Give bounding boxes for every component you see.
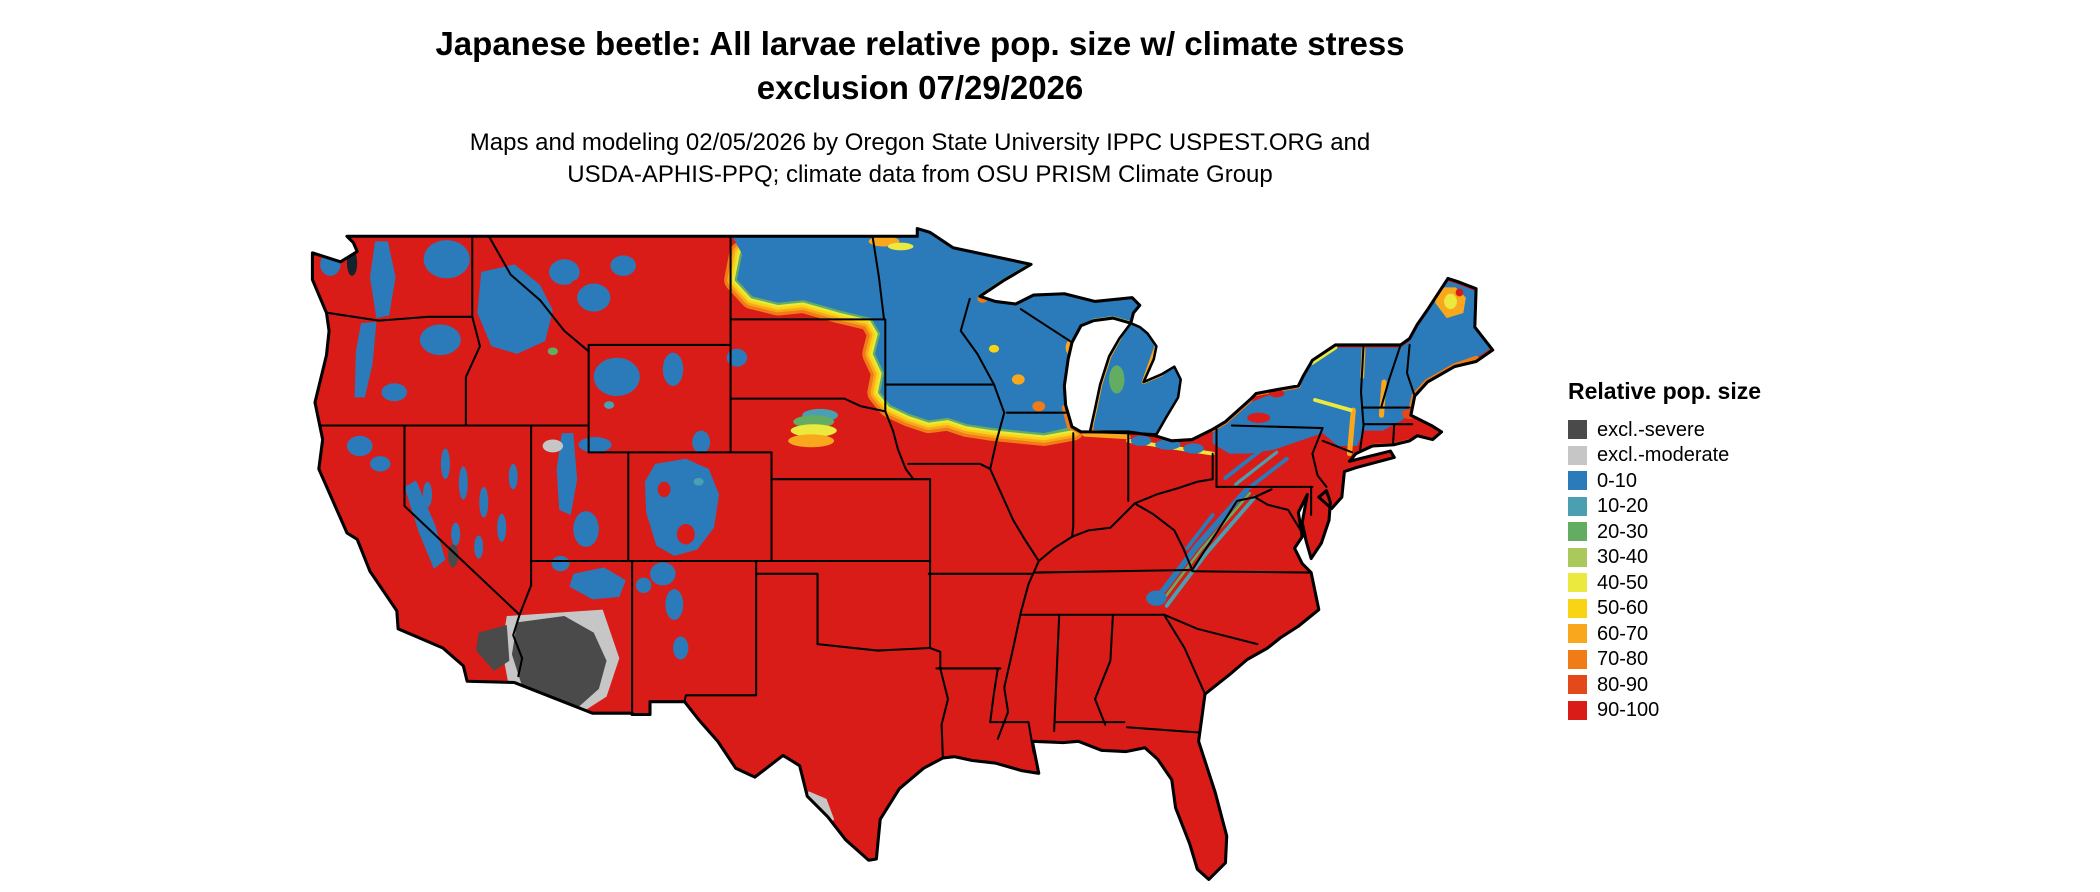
figure-title: Japanese beetle: All larvae relative pop… (290, 22, 1550, 109)
legend-title: Relative pop. size (1568, 378, 1762, 404)
legend-row: 90-100 (1568, 698, 1868, 724)
legend-label: 30-40 (1597, 546, 1649, 569)
legend-row: 50-60 (1568, 596, 1868, 622)
legend-swatch (1568, 445, 1587, 465)
figure-subtitle-line2: USDA-APHIS-PPQ; climate data from OSU PR… (567, 161, 1273, 189)
legend-swatch (1568, 522, 1587, 542)
legend-swatch (1568, 496, 1587, 516)
figure-subtitle: Maps and modeling 02/05/2026 by Oregon S… (290, 127, 1550, 192)
legend-swatch (1568, 700, 1587, 720)
legend-swatch (1568, 598, 1587, 618)
legend-label: 90-100 (1597, 699, 1660, 722)
legend-row: 80-90 (1568, 672, 1868, 698)
legend-label: 60-70 (1597, 622, 1649, 645)
legend-items: excl.-severe excl.-moderate 0-10 10-20 20-30… (1568, 417, 1868, 723)
legend-row: 70-80 (1568, 647, 1868, 673)
legend-swatch (1568, 471, 1587, 491)
legend-label: 0-10 (1597, 469, 1638, 492)
exclusion-severe-california (476, 624, 510, 672)
exclusion-severe-arizona (511, 616, 607, 712)
legend-label: excl.-moderate (1597, 444, 1730, 467)
legend-label: 10-20 (1597, 495, 1649, 518)
legend-label: 50-60 (1597, 597, 1649, 620)
legend-swatch (1568, 573, 1587, 593)
legend-row: 40-50 (1568, 570, 1868, 596)
legend-row: 10-20 (1568, 494, 1868, 520)
map-east-spots (1146, 287, 1466, 606)
legend-row: 60-70 (1568, 621, 1868, 647)
legend-label: excl.-severe (1597, 418, 1705, 441)
figure-header: Japanese beetle: All larvae relative pop… (290, 22, 1550, 192)
figure-title-line1: Japanese beetle: All larvae relative pop… (435, 25, 1405, 62)
legend-row: excl.-severe (1568, 417, 1868, 443)
figure-title-line2: exclusion 07/29/2026 (756, 68, 1084, 106)
us-map-container (302, 226, 1530, 882)
legend-row: excl.-moderate (1568, 443, 1868, 469)
legend-label: 20-30 (1597, 520, 1649, 543)
legend: Relative pop. size excl.-severe excl.-mod… (1568, 378, 1868, 723)
map-fill-layers (312, 228, 1493, 880)
legend-row: 0-10 (1568, 468, 1868, 494)
figure-subtitle-line1: Maps and modeling 02/05/2026 by Oregon S… (469, 129, 1371, 157)
map-region-northeast-low (1212, 280, 1491, 454)
us-map (310, 227, 1495, 881)
map-nebraska-transition (788, 408, 838, 448)
legend-swatch (1568, 624, 1587, 644)
legend-row: 20-30 (1568, 519, 1868, 545)
legend-swatch (1568, 649, 1587, 669)
michigan-outline (1088, 321, 1182, 436)
legend-label: 40-50 (1597, 571, 1649, 594)
legend-label: 70-80 (1597, 648, 1649, 671)
legend-swatch (1568, 675, 1587, 695)
map-western-mountain-patches (320, 240, 748, 660)
map-state-borders (313, 235, 1416, 758)
map-exclusion-zones (447, 439, 835, 831)
legend-label: 80-90 (1597, 673, 1649, 696)
legend-row: 30-40 (1568, 545, 1868, 571)
legend-swatch (1568, 547, 1587, 567)
legend-swatch (1568, 420, 1587, 440)
exclusion-moderate-great-salt-lake (542, 439, 564, 453)
